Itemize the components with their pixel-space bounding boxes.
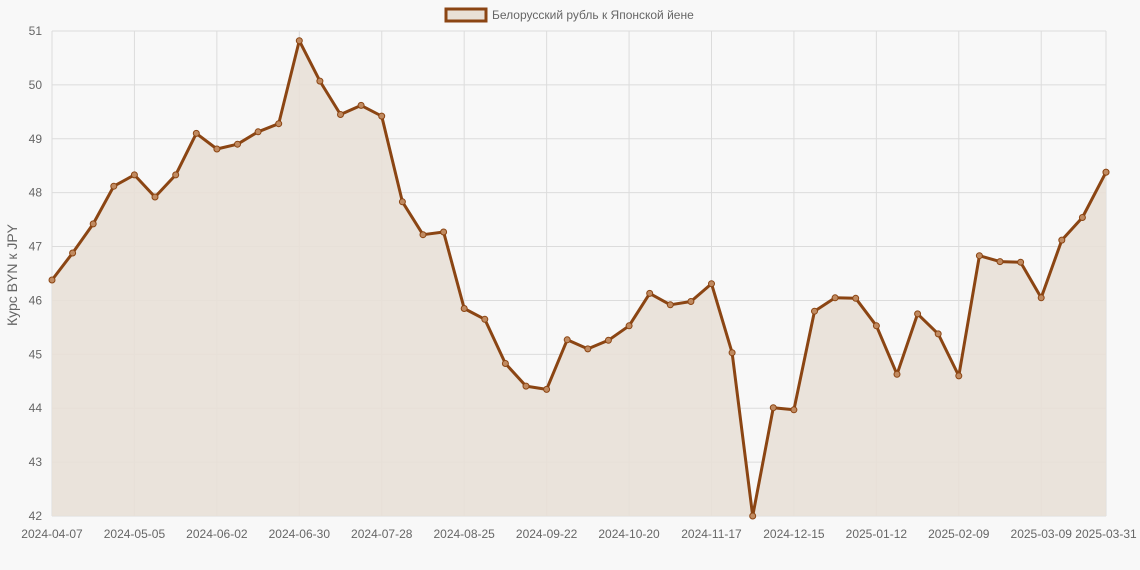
data-point[interactable] (1102, 168, 1110, 176)
area-layer (50, 39, 1108, 518)
data-point[interactable] (543, 385, 551, 393)
y-axis-title: Курс BYN к JPY (4, 223, 20, 326)
x-tick-label: 2024-10-20 (598, 527, 660, 541)
data-point[interactable] (419, 231, 427, 239)
data-point[interactable] (275, 120, 283, 128)
x-tick-label: 2025-01-12 (846, 527, 908, 541)
x-tick-label: 2024-04-07 (21, 527, 83, 541)
x-tick-label: 2024-12-15 (763, 527, 825, 541)
points-layer (48, 37, 1110, 520)
x-tick-label: 2025-02-09 (928, 527, 990, 541)
data-point[interactable] (89, 220, 97, 228)
x-tick-label: 2025-03-09 (1011, 527, 1073, 541)
data-point[interactable] (728, 349, 736, 357)
legend[interactable]: Белорусский рубль к Японской йене (444, 7, 694, 23)
data-point[interactable] (749, 512, 757, 520)
x-tick-label: 2024-06-02 (186, 527, 248, 541)
data-point[interactable] (625, 322, 633, 330)
data-point[interactable] (646, 289, 654, 297)
data-point[interactable] (481, 315, 489, 323)
data-point[interactable] (563, 336, 571, 344)
data-point[interactable] (934, 330, 942, 338)
data-point[interactable] (811, 307, 818, 315)
data-point[interactable] (378, 112, 386, 120)
data-point[interactable] (831, 294, 839, 302)
data-point[interactable] (769, 404, 777, 412)
data-point[interactable] (440, 228, 448, 236)
y-tick-label: 44 (29, 401, 43, 415)
data-point[interactable] (584, 345, 592, 353)
y-tick-label: 46 (29, 293, 43, 307)
data-point[interactable] (687, 298, 695, 305)
data-point[interactable] (213, 145, 221, 153)
data-point[interactable] (398, 198, 406, 206)
y-tick-label: 47 (29, 240, 43, 254)
data-point[interactable] (69, 249, 77, 257)
legend-swatch (444, 7, 488, 23)
data-point[interactable] (975, 252, 983, 260)
data-point[interactable] (604, 336, 612, 344)
x-axis-ticks: 2024-04-07 2024-05-05 2024-06-02 2024-06-30… (21, 527, 1137, 541)
x-tick-label: 2024-07-28 (351, 527, 413, 541)
y-tick-label: 51 (29, 24, 43, 38)
data-point[interactable] (130, 171, 138, 179)
x-tick-label: 2024-09-22 (516, 527, 578, 541)
data-point[interactable] (254, 128, 262, 136)
data-point[interactable] (893, 370, 901, 378)
data-point[interactable] (48, 276, 56, 284)
y-tick-label: 49 (29, 132, 43, 146)
y-axis-ticks: 42 43 44 45 46 47 48 49 50 51 (29, 24, 43, 523)
y-tick-label: 48 (29, 186, 43, 200)
data-point[interactable] (1058, 236, 1066, 244)
x-tick-label: 2024-05-05 (104, 527, 166, 541)
y-tick-label: 42 (29, 509, 43, 523)
data-point[interactable] (1017, 258, 1025, 266)
legend-label: Белорусский рубль к Японской йене (492, 8, 694, 22)
data-point[interactable] (708, 280, 715, 288)
x-tick-label: 2024-06-30 (269, 527, 331, 541)
data-point[interactable] (1037, 294, 1045, 302)
data-point[interactable] (192, 129, 200, 137)
data-point[interactable] (357, 101, 365, 109)
x-tick-label: 2024-11-17 (681, 527, 742, 541)
y-tick-label: 45 (29, 347, 43, 361)
data-point[interactable] (337, 111, 344, 118)
data-point[interactable] (852, 294, 860, 302)
data-point[interactable] (460, 305, 468, 312)
data-point[interactable] (955, 372, 963, 380)
y-tick-label: 50 (29, 78, 43, 92)
data-point[interactable] (151, 193, 159, 201)
data-point[interactable] (295, 37, 303, 45)
data-point[interactable] (501, 360, 509, 367)
data-point[interactable] (110, 182, 118, 190)
data-point[interactable] (914, 310, 922, 318)
data-point[interactable] (316, 77, 324, 85)
x-tick-label: 2024-08-25 (433, 527, 495, 541)
data-point[interactable] (666, 301, 674, 309)
y-tick-label: 43 (29, 455, 43, 469)
data-point[interactable] (234, 140, 241, 148)
data-point[interactable] (172, 171, 180, 179)
series-area (52, 40, 1106, 516)
data-point[interactable] (872, 322, 880, 330)
data-point[interactable] (522, 382, 530, 390)
x-tick-label: 2025-03-31 (1075, 527, 1137, 541)
data-point[interactable] (996, 258, 1004, 266)
data-point[interactable] (1078, 214, 1086, 221)
series-line (50, 39, 1108, 518)
data-point[interactable] (790, 406, 798, 414)
